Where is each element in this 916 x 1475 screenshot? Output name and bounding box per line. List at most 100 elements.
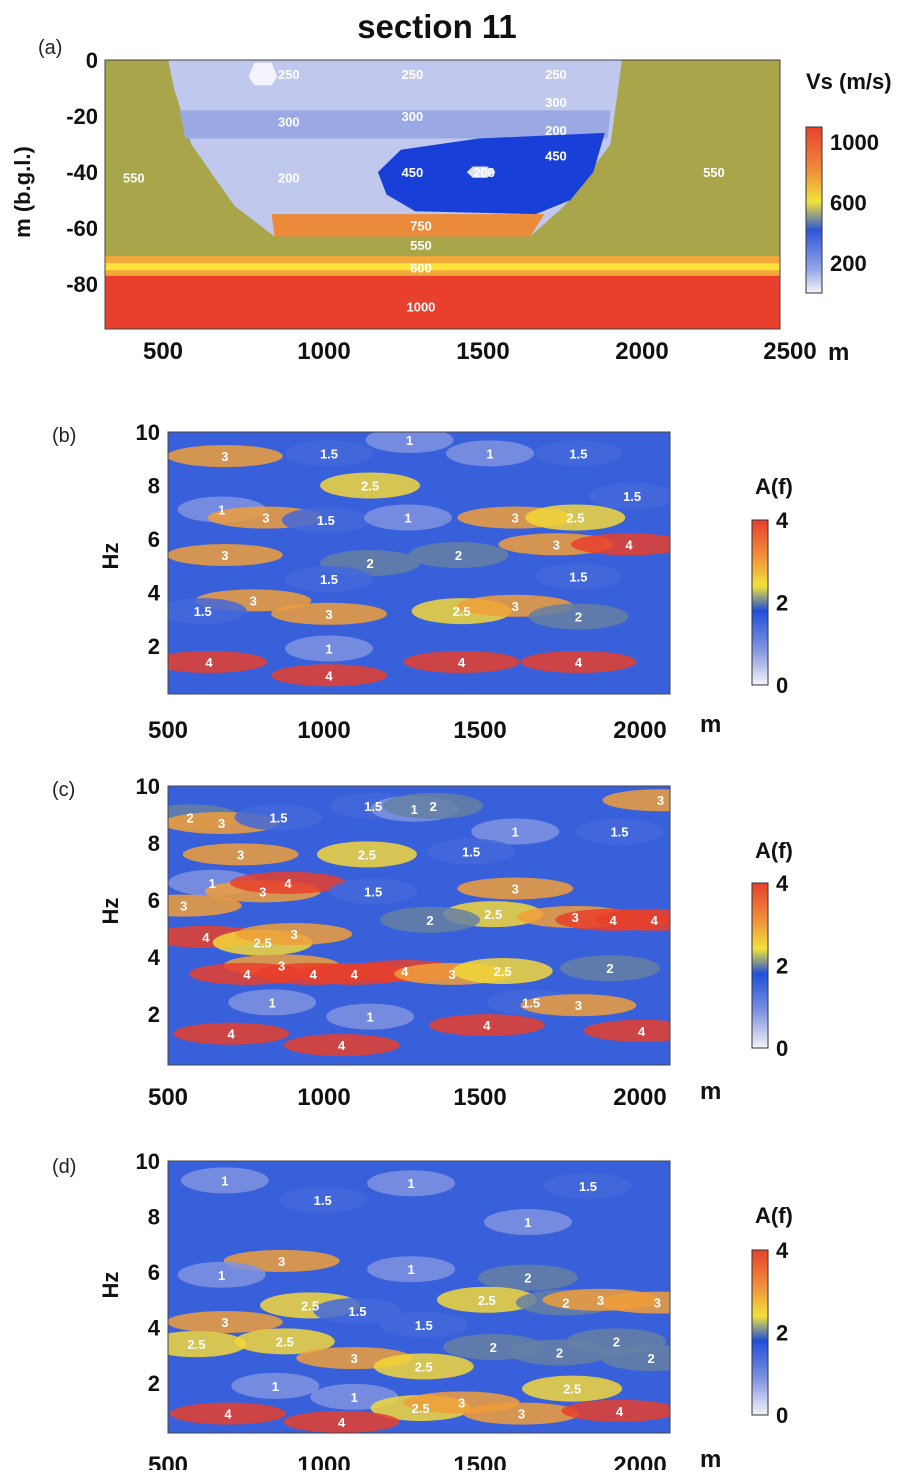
spectrum-blob — [283, 1034, 400, 1057]
value-label: 2.5 — [415, 1359, 433, 1374]
value-label: 2 — [186, 810, 193, 825]
spectrum-blob — [231, 1372, 320, 1399]
value-label: 4 — [575, 655, 583, 670]
value-label: 4 — [224, 1407, 232, 1422]
value-label: 4 — [651, 913, 659, 928]
value-label: 250 — [401, 67, 423, 82]
value-label: 4 — [325, 668, 333, 683]
value-label: 1 — [366, 1010, 373, 1025]
y-tick-label: 6 — [148, 888, 160, 913]
value-label: 1.5 — [320, 446, 338, 461]
spectrum-blob — [168, 445, 283, 468]
colorbar-tick-label: 0 — [776, 1403, 788, 1428]
y-tick-label: 10 — [136, 774, 160, 799]
value-label: 2.5 — [187, 1337, 205, 1352]
x-tick-label: 1500 — [453, 717, 506, 744]
y-tick-label: 2 — [148, 1371, 160, 1396]
spectrum-blob — [228, 989, 317, 1016]
value-label: 1.5 — [364, 799, 382, 814]
spectrum-field-1 — [168, 432, 670, 694]
spectrum-blob — [599, 1291, 670, 1314]
spectrum-blob — [313, 1297, 402, 1324]
spectrum-blob — [329, 878, 418, 905]
x-tick-label: 1500 — [456, 338, 509, 365]
value-label: 1000 — [406, 300, 435, 315]
spectrum-blob — [452, 958, 553, 985]
spectrum-blob — [285, 635, 374, 662]
spectrum-blob — [525, 504, 626, 531]
x-tick-label: 1000 — [297, 1452, 350, 1470]
spectrum-blob — [446, 440, 535, 467]
x-tick-label: 2000 — [613, 1084, 666, 1111]
plot-frame — [167, 785, 671, 1066]
plot-frame — [104, 59, 781, 330]
spectrum-blob — [168, 543, 283, 566]
y-axis-label: Hz — [98, 543, 123, 570]
x-axis-unit: m — [700, 711, 721, 738]
spectrum-blob — [477, 1264, 578, 1291]
value-label: 300 — [545, 95, 567, 110]
y-tick-label: 10 — [136, 420, 160, 445]
layer-lens-750 — [271, 214, 545, 237]
value-label: 3 — [657, 793, 664, 808]
layer-bedrock — [105, 275, 780, 329]
value-label: 4 — [610, 913, 618, 928]
colorbar-title: A(f) — [755, 474, 793, 499]
value-label: 3 — [262, 511, 269, 526]
value-label: 4 — [616, 1404, 624, 1419]
value-label: 3 — [259, 884, 266, 899]
value-label: 1.5 — [569, 446, 587, 461]
colorbar-tick-label: 2 — [776, 954, 788, 979]
value-label: 2.5 — [494, 964, 512, 979]
value-label: 2 — [562, 1296, 569, 1311]
colorbar-tick-label: 2 — [776, 1321, 788, 1346]
spectrum-blob — [234, 804, 323, 831]
spectrum-blob — [588, 483, 670, 510]
y-tick-label: 4 — [148, 1316, 161, 1341]
spectrum-blob — [520, 994, 637, 1017]
y-tick-label: 8 — [148, 473, 160, 498]
y-tick-label: 8 — [148, 1205, 160, 1230]
y-tick-label: 2 — [148, 1002, 160, 1027]
value-label: 2.5 — [478, 1293, 496, 1308]
value-label: 3 — [575, 998, 582, 1013]
x-tick-label: 500 — [143, 338, 183, 365]
panel-label: (b) — [52, 425, 76, 447]
value-label: 1 — [404, 511, 411, 526]
value-label: 550 — [410, 238, 432, 253]
value-label: 550 — [123, 171, 145, 186]
spectrum-blob — [285, 566, 374, 593]
chart-title: section 11 — [357, 8, 517, 45]
spectrum-blob — [271, 602, 388, 625]
x-tick-label: 500 — [148, 1452, 188, 1470]
spectrum-blob — [520, 650, 637, 673]
value-label: 3 — [458, 1395, 465, 1410]
x-tick-label: 2000 — [615, 338, 668, 365]
x-tick-label: 2000 — [613, 1452, 666, 1470]
value-label: 1 — [218, 503, 225, 518]
spectrum-blob — [534, 563, 623, 590]
value-label: 3 — [278, 1254, 285, 1269]
value-label: 1 — [218, 1268, 225, 1283]
spectrum-blob — [229, 871, 346, 894]
value-label: 2 — [430, 799, 437, 814]
value-label: 4 — [228, 1027, 236, 1042]
value-label: 1.5 — [269, 810, 287, 825]
value-label: 2.5 — [254, 936, 272, 951]
value-label: 3 — [449, 967, 456, 982]
value-label: 3 — [512, 599, 519, 614]
value-label: 2 — [613, 1334, 620, 1349]
value-label: 2.5 — [361, 478, 379, 493]
value-label: 1.5 — [314, 1193, 332, 1208]
spectrum-blob — [483, 1209, 572, 1236]
value-label: 1 — [272, 1379, 279, 1394]
spectrum-blob — [365, 432, 454, 454]
y-tick-label: -80 — [66, 272, 98, 297]
value-label: 450 — [545, 148, 567, 163]
value-label: 3 — [221, 449, 228, 464]
value-label: 1 — [221, 1173, 228, 1188]
spectrum-blob — [408, 541, 509, 568]
value-label: 1.5 — [569, 569, 587, 584]
